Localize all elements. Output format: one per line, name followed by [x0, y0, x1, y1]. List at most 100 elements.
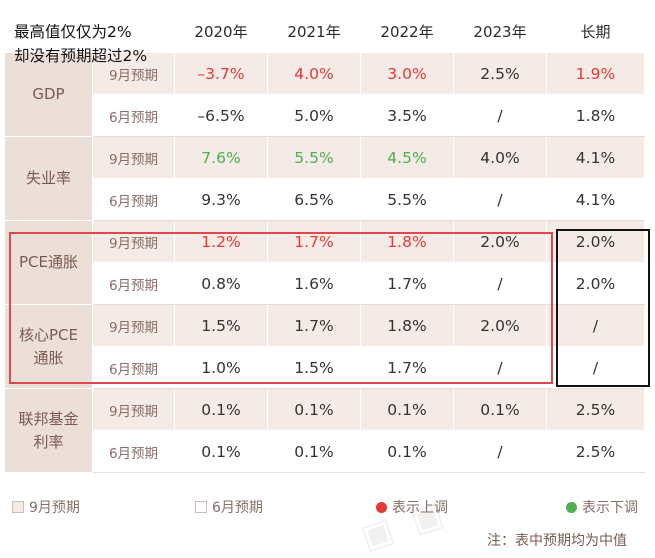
- sub-label-jun: 6月预期: [92, 178, 175, 221]
- table-cell: 2.0%: [546, 262, 645, 305]
- row-label-line: 联邦基金: [18, 410, 79, 428]
- green-dot-icon: [566, 501, 577, 513]
- table-cell: 5.0%: [267, 94, 361, 137]
- legend-label: 6月预期: [212, 500, 263, 516]
- table-cell: 1.0%: [174, 346, 268, 389]
- table-cell: 2.0%: [453, 304, 547, 347]
- table-cell: 0.1%: [174, 430, 268, 473]
- table-row: PCE通胀 9月预期 1.2% 1.7% 1.8% 2.0% 2.0%: [4, 220, 645, 305]
- table-cell: 2.0%: [546, 220, 645, 263]
- table-cell: 0.1%: [360, 388, 454, 431]
- col-header-longrun: 长期: [546, 10, 645, 53]
- red-dot-icon: [376, 501, 387, 513]
- table-cell: 4.1%: [546, 136, 645, 179]
- sub-label-sep: 9月预期: [92, 388, 175, 431]
- table-cell: 1.6%: [267, 262, 361, 305]
- col-header-2021: 2021年: [267, 10, 361, 53]
- table-cell: 1.7%: [267, 304, 361, 347]
- table-row: 6月预期 9.3% 6.5% 5.5% / 4.1%: [5, 178, 645, 221]
- legend-item-jun: 6月预期: [195, 497, 263, 517]
- table-cell: 1.7%: [360, 346, 454, 389]
- sub-label-jun: 6月预期: [92, 94, 175, 137]
- row-label-pce: PCE通胀: [4, 220, 93, 305]
- table-cell: 2.5%: [546, 388, 645, 431]
- legend-item-up: 表示上调: [376, 497, 448, 517]
- table-cell: 1.7%: [360, 262, 454, 305]
- col-header-2022: 2022年: [360, 10, 454, 53]
- table-row: 联邦基金 利率 9月预期 0.1% 0.1% 0.1% 0.1% 2.5%: [4, 388, 645, 473]
- table-cell: 5.5%: [267, 136, 361, 179]
- table-cell: 1.2%: [174, 220, 268, 263]
- table-cell: –6.5%: [174, 94, 268, 137]
- row-label-line: 核心PCE: [19, 326, 78, 344]
- table-cell: 1.8%: [360, 304, 454, 347]
- table-cell: 4.5%: [360, 136, 454, 179]
- legend-item-down: 表示下调: [566, 497, 638, 517]
- table-row: 6月预期 –6.5% 5.0% 3.5% / 1.8%: [5, 94, 645, 137]
- table-cell: 1.8%: [546, 94, 645, 137]
- sub-label-jun: 6月预期: [92, 262, 175, 305]
- table-row: 失业率 9月预期 7.6% 5.5% 4.5% 4.0% 4.1%: [4, 136, 645, 221]
- legend-label: 表示上调: [392, 500, 448, 516]
- table-cell: 1.9%: [546, 52, 645, 95]
- table-cell: 7.6%: [174, 136, 268, 179]
- sub-label-sep: 9月预期: [92, 52, 175, 95]
- row-label-core-pce: 核心PCE 通胀: [4, 304, 93, 389]
- table-cell: 4.0%: [453, 136, 547, 179]
- table-cell: /: [453, 262, 547, 305]
- table-cell: 1.5%: [267, 346, 361, 389]
- table-cell: 0.1%: [453, 388, 547, 431]
- legend-item-sep: 9月预期: [12, 497, 80, 517]
- table-cell: 5.5%: [360, 178, 454, 221]
- table-cell: 0.1%: [360, 430, 454, 473]
- sub-label-sep: 9月预期: [92, 220, 175, 263]
- table-cell: 3.5%: [360, 94, 454, 137]
- col-header-2023: 2023年: [453, 10, 547, 53]
- row-label-line: 利率: [33, 432, 64, 451]
- table-cell: 6.5%: [267, 178, 361, 221]
- table-cell: /: [453, 178, 547, 221]
- table-cell: 4.0%: [267, 52, 361, 95]
- table-cell: 9.3%: [174, 178, 268, 221]
- square-icon: [195, 501, 207, 513]
- table-row: 6月预期 0.8% 1.6% 1.7% / 2.0%: [5, 262, 645, 305]
- row-label-fed-funds: 联邦基金 利率: [4, 388, 93, 473]
- sub-label-sep: 9月预期: [92, 304, 175, 347]
- table-cell: 1.8%: [360, 220, 454, 263]
- table-row: 核心PCE 通胀 9月预期 1.5% 1.7% 1.8% 2.0% /: [4, 304, 645, 389]
- table-row: 6月预期 1.0% 1.5% 1.7% / /: [5, 346, 645, 389]
- footnote: 注：表中预期均为中值: [487, 533, 627, 549]
- table-cell: 0.1%: [267, 388, 361, 431]
- table-cell: /: [453, 94, 547, 137]
- table-cell: 0.8%: [174, 262, 268, 305]
- annotation-line: 最高值仅仅为2%: [14, 23, 132, 41]
- sub-label-jun: 6月预期: [92, 430, 175, 473]
- legend-label: 9月预期: [29, 500, 80, 516]
- table-cell: 3.0%: [360, 52, 454, 95]
- table-cell: 2.0%: [453, 220, 547, 263]
- table-cell: –3.7%: [174, 52, 268, 95]
- table-cell: 1.7%: [267, 220, 361, 263]
- table-cell: /: [453, 430, 547, 473]
- table-cell: 1.5%: [174, 304, 268, 347]
- table-cell: 0.1%: [267, 430, 361, 473]
- sub-label-jun: 6月预期: [92, 346, 175, 389]
- table-cell: /: [546, 304, 645, 347]
- table-cell: 4.1%: [546, 178, 645, 221]
- table-cell: /: [546, 346, 645, 389]
- col-header-2020: 2020年: [174, 10, 268, 53]
- square-icon: [12, 501, 24, 513]
- table-cell: /: [453, 346, 547, 389]
- table-cell: 0.1%: [174, 388, 268, 431]
- table-cell: 2.5%: [546, 430, 645, 473]
- sub-label-sep: 9月预期: [92, 136, 175, 179]
- forecast-table: 2020年 2021年 2022年 2023年 长期 GDP 9月预期 –3.7…: [4, 10, 645, 473]
- table-row: 6月预期 0.1% 0.1% 0.1% / 2.5%: [5, 430, 645, 473]
- table-row: GDP 9月预期 –3.7% 4.0% 3.0% 2.5% 1.9%: [4, 52, 645, 137]
- corner-cell: [4, 10, 175, 53]
- legend-label: 表示下调: [582, 500, 638, 516]
- annotation-note: 最高值仅仅为2% 却没有预期超过2%: [14, 20, 147, 68]
- row-label-line: 通胀: [33, 348, 64, 367]
- annotation-line: 却没有预期超过2%: [14, 47, 148, 65]
- table-cell: 2.5%: [453, 52, 547, 95]
